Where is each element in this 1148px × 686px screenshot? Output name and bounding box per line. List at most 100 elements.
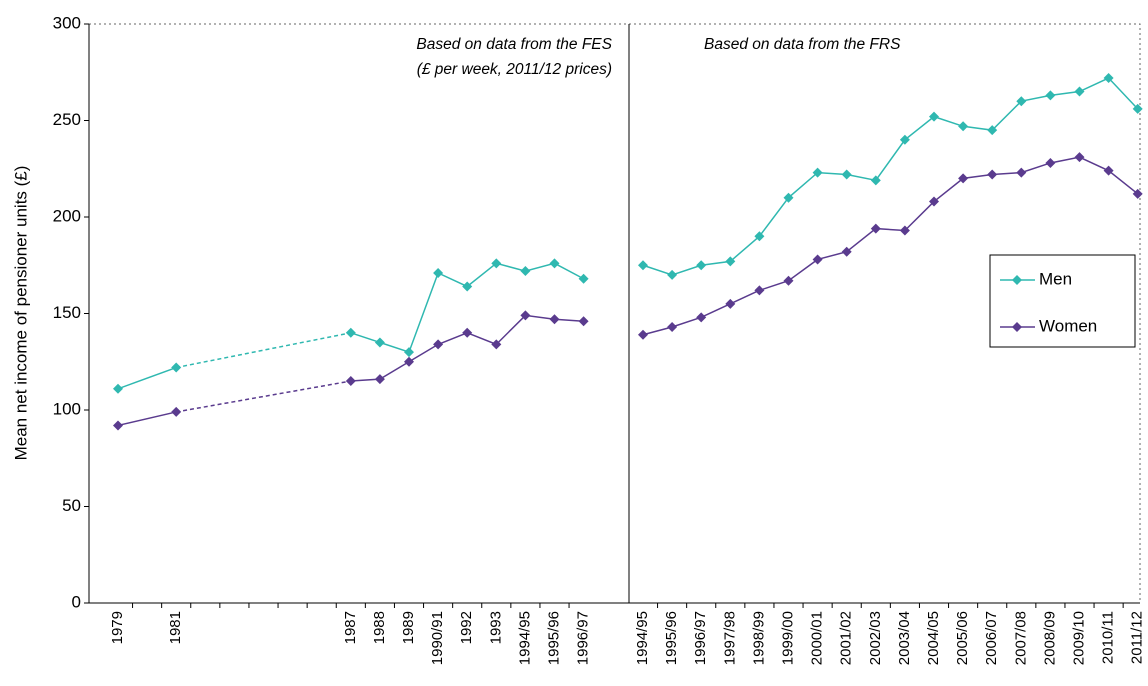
marker — [667, 322, 678, 333]
gap-bridge — [117, 411, 177, 427]
marker — [1132, 188, 1143, 199]
marker — [1074, 86, 1085, 97]
x-tick-label: 2006/07 — [983, 611, 1000, 665]
series-line — [350, 262, 584, 354]
x-tick-label: 1994/95 — [516, 611, 533, 665]
x-tick-label: 1990/91 — [429, 611, 446, 665]
marker — [113, 383, 123, 394]
marker — [812, 167, 823, 178]
marker — [987, 169, 998, 180]
marker — [404, 356, 414, 367]
marker — [549, 314, 560, 325]
marker — [929, 111, 939, 122]
series-line — [642, 156, 1139, 336]
gap-bridge — [176, 332, 351, 369]
marker — [549, 258, 560, 269]
gap-bridge — [117, 366, 177, 390]
marker — [433, 339, 444, 350]
x-tick-label: 2009/10 — [1070, 611, 1087, 665]
marker — [1074, 152, 1085, 163]
series-line — [642, 77, 1139, 276]
marker — [725, 298, 736, 309]
y-tick-label: 150 — [53, 303, 81, 322]
marker — [870, 175, 881, 186]
x-tick-label: 2007/08 — [1012, 611, 1029, 665]
marker — [987, 125, 998, 136]
marker — [899, 225, 910, 236]
marker — [345, 376, 356, 387]
x-tick-label: 1987 — [342, 611, 359, 644]
x-tick-label: 1989 — [400, 611, 417, 644]
marker — [462, 281, 473, 292]
x-tick-label: 2001/02 — [838, 611, 855, 665]
marker — [1016, 96, 1027, 107]
marker — [1132, 103, 1143, 114]
x-tick-label: 2004/05 — [925, 611, 942, 665]
x-tick-label: 1994/95 — [634, 611, 651, 665]
marker — [638, 329, 648, 340]
y-tick-label: 100 — [53, 399, 81, 418]
x-tick-label: 1995/96 — [545, 611, 562, 665]
y-tick-label: 250 — [53, 110, 81, 129]
y-tick-label: 300 — [53, 13, 81, 32]
marker — [638, 260, 648, 271]
marker — [667, 269, 678, 280]
marker — [462, 327, 473, 338]
marker — [171, 406, 182, 417]
marker — [929, 196, 939, 207]
marker — [958, 173, 969, 184]
marker — [1016, 167, 1027, 178]
x-tick-label: 1996/97 — [692, 611, 709, 665]
marker — [578, 316, 589, 327]
marker — [870, 223, 881, 234]
plot-border — [88, 23, 1141, 604]
x-tick-label: 1988 — [371, 611, 388, 644]
annotation: Based on data from the FRS — [704, 36, 901, 53]
marker — [433, 267, 444, 278]
marker — [1103, 165, 1114, 176]
marker — [1103, 73, 1114, 84]
marker — [374, 337, 385, 348]
x-tick-label: 1993 — [487, 611, 504, 644]
marker — [783, 192, 794, 203]
marker — [345, 327, 356, 338]
marker — [899, 134, 910, 145]
marker — [113, 420, 123, 431]
legend-marker — [1012, 275, 1022, 285]
marker — [520, 266, 531, 277]
x-tick-label: 2000/01 — [809, 611, 826, 665]
x-tick-label: 1996/97 — [575, 611, 592, 665]
annotation: (£ per week, 2011/12 prices) — [417, 61, 612, 78]
marker — [404, 347, 414, 358]
marker — [754, 285, 765, 296]
x-tick-label: 1998/99 — [750, 611, 767, 665]
annotation: Based on data from the FES — [416, 36, 612, 53]
x-tick-label: 2010/11 — [1100, 611, 1117, 664]
legend-marker — [1012, 322, 1022, 332]
x-tick-label: 1997/98 — [721, 611, 738, 665]
marker — [374, 374, 385, 385]
marker — [1045, 90, 1056, 101]
marker — [783, 275, 794, 286]
gap-bridge — [176, 380, 351, 413]
x-tick-label: 2002/03 — [867, 611, 884, 665]
x-tick-label: 1995/96 — [663, 611, 680, 665]
marker — [696, 312, 707, 323]
x-tick-label: 1979 — [109, 611, 126, 644]
marker — [491, 258, 502, 269]
legend-label: Women — [1039, 316, 1097, 335]
marker — [841, 169, 852, 180]
marker — [1045, 157, 1056, 168]
marker — [696, 260, 707, 271]
x-tick-label: 2008/09 — [1041, 611, 1058, 665]
x-tick-label: 2003/04 — [896, 611, 913, 665]
marker — [520, 310, 531, 321]
marker — [491, 339, 502, 350]
x-tick-label: 2011/12 — [1129, 611, 1146, 664]
marker — [725, 256, 736, 267]
y-tick-label: 0 — [72, 592, 81, 611]
series-line — [350, 314, 584, 382]
legend-box — [989, 254, 1136, 348]
marker — [754, 231, 765, 242]
marker — [958, 121, 969, 132]
